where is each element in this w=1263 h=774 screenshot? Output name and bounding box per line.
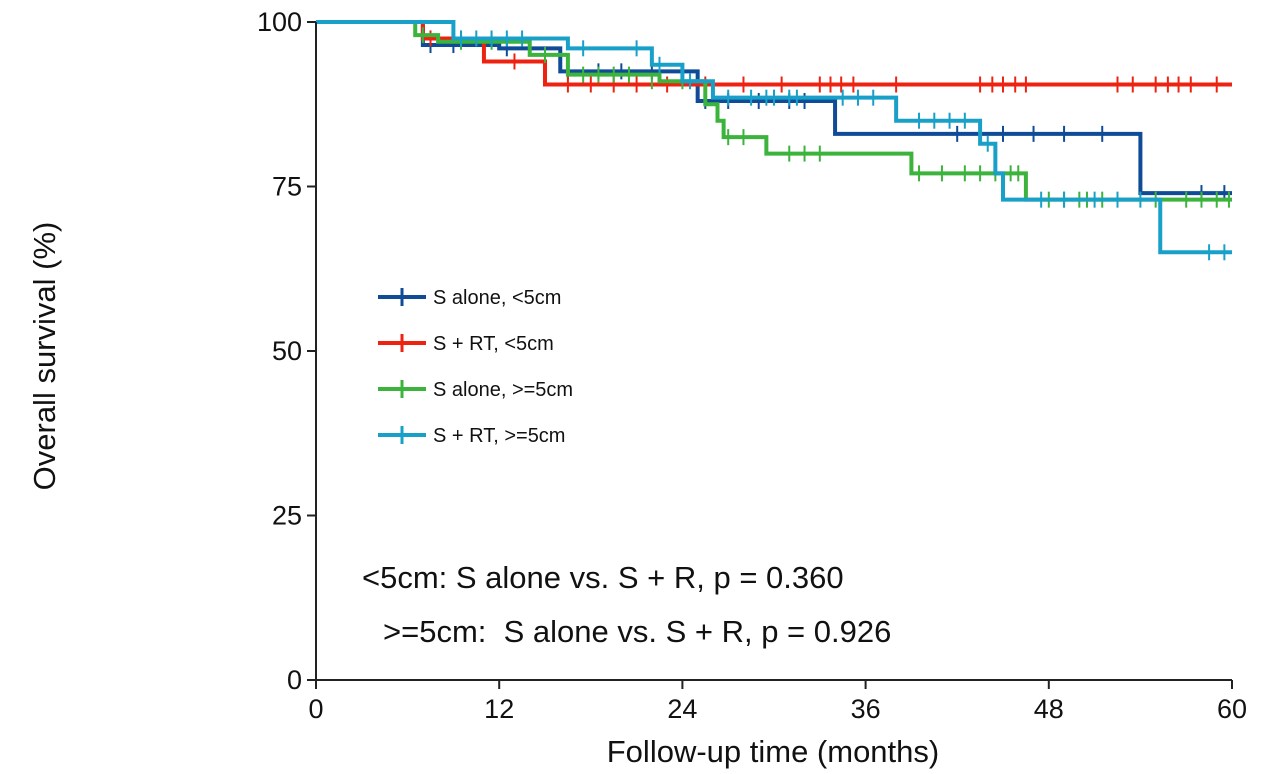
x-tick-label: 24 (667, 694, 697, 724)
series-s-alone-lt5cm (316, 20, 1232, 202)
survival-curves (316, 20, 1232, 261)
y-tick-label: 75 (272, 172, 302, 202)
y-tick-label: 25 (272, 501, 302, 531)
legend-item-s-alone-ge5cm: S alone, >=5cm (378, 379, 573, 401)
y-tick-label: 100 (257, 7, 302, 37)
legend-item-s-alone-lt5cm: S alone, <5cm (378, 287, 561, 309)
survival-curve-line (316, 20, 1232, 87)
annotation-small-tumor-pvalue: <5cm: S alone vs. S + R, p = 0.360 (362, 560, 844, 595)
legend-item-s-rt-ge5cm: S + RT, >=5cm (378, 425, 565, 447)
y-tick-label: 50 (272, 336, 302, 366)
x-ticks: 0 12 24 36 48 60 (308, 680, 1247, 724)
survival-curve-line (316, 20, 1232, 255)
annotation-large-tumor-pvalue: >=5cm: S alone vs. S + R, p = 0.926 (383, 614, 891, 649)
y-ticks: 0 25 50 75 100 (257, 7, 316, 695)
legend-label: S alone, >=5cm (433, 379, 573, 401)
legend: S alone, <5cm S + RT, <5cm S alone, >=5cm S… (378, 287, 573, 447)
x-tick-label: 48 (1034, 694, 1064, 724)
x-tick-label: 12 (484, 694, 514, 724)
series-s-rt-ge5cm (316, 20, 1232, 261)
x-axis-title: Follow-up time (months) (607, 734, 939, 769)
legend-item-s-rt-lt5cm: S + RT, <5cm (378, 333, 554, 355)
y-axis-title: Overall survival (%) (27, 222, 62, 491)
legend-label: S + RT, >=5cm (433, 425, 565, 447)
legend-label: S + RT, <5cm (433, 333, 554, 355)
x-tick-label: 36 (851, 694, 881, 724)
legend-label: S alone, <5cm (433, 287, 561, 309)
x-tick-label: 60 (1217, 694, 1247, 724)
y-tick-label: 0 (287, 665, 302, 695)
x-tick-label: 0 (308, 694, 323, 724)
